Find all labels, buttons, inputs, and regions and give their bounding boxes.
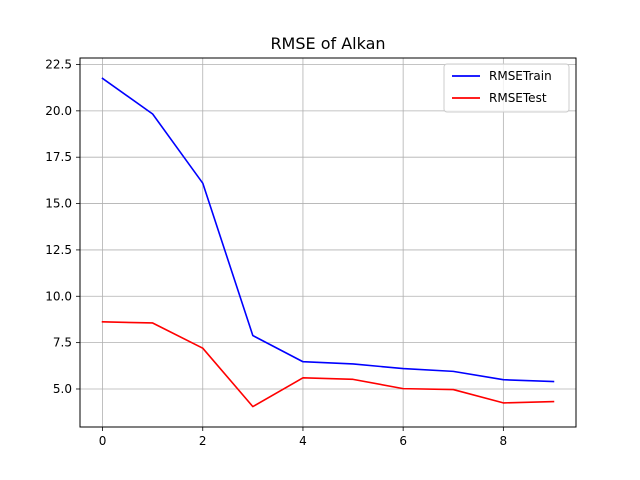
plot-frame bbox=[79, 57, 577, 428]
grid bbox=[80, 58, 576, 427]
y-axis: 5.0 7.5 10.0 12.5 15.0 17.5 20.0 22.5 bbox=[45, 57, 80, 396]
legend: RMSETrain RMSETest bbox=[443, 63, 570, 113]
x-tick-label: 6 bbox=[399, 434, 407, 448]
x-tick-label: 2 bbox=[199, 434, 207, 448]
series-line-rmsetrain bbox=[101, 77, 555, 383]
x-tick-label: 8 bbox=[500, 434, 508, 448]
y-tick-label: 22.5 bbox=[45, 57, 72, 71]
y-tick-label: 17.5 bbox=[45, 150, 72, 164]
chart-title: RMSE of Alkan bbox=[270, 34, 385, 53]
y-tick-label: 20.0 bbox=[45, 104, 72, 118]
y-tick-label: 12.5 bbox=[45, 243, 72, 257]
legend-label-rmsetest: RMSETest bbox=[489, 91, 547, 105]
legend-label-rmsetrain: RMSETrain bbox=[489, 69, 552, 83]
series-line-rmsetest bbox=[101, 321, 555, 408]
y-tick-label: 10.0 bbox=[45, 289, 72, 303]
x-axis: 0 2 4 6 8 bbox=[99, 427, 507, 448]
x-tick-label: 0 bbox=[99, 434, 107, 448]
series-lines bbox=[101, 77, 555, 408]
x-tick-label: 4 bbox=[299, 434, 307, 448]
y-tick-label: 5.0 bbox=[53, 382, 72, 396]
y-tick-label: 7.5 bbox=[53, 336, 72, 350]
y-tick-label: 15.0 bbox=[45, 197, 72, 211]
